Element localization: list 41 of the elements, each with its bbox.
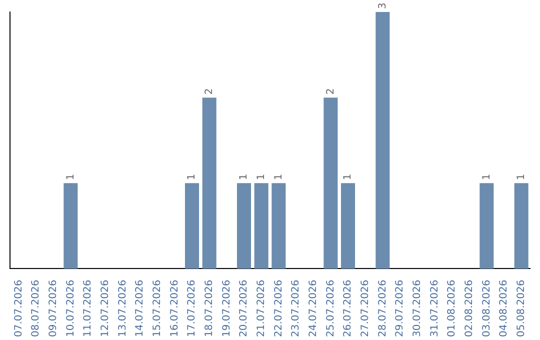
x-tick-label: 20.07.2026: [238, 280, 250, 338]
x-tick-label: 13.07.2026: [117, 280, 128, 338]
x-tick-label: 16.07.2026: [169, 280, 180, 338]
x-tick-label: 22.07.2026: [273, 280, 284, 338]
x-tick-label: 03.08.2026: [481, 280, 492, 338]
data-label: 1: [65, 174, 76, 180]
x-tick-label: 02.08.2026: [464, 280, 475, 338]
data-label: 1: [273, 174, 284, 180]
x-tick-label: 24.07.2026: [308, 280, 319, 338]
x-tick-label: 17.07.2026: [186, 280, 198, 338]
x-tick-label: 15.07.2026: [152, 280, 163, 338]
data-label: 2: [204, 88, 215, 95]
x-tick-label: 26.07.2026: [342, 280, 354, 338]
x-tick-label: 29.07.2026: [394, 280, 406, 338]
x-tick-label: 30.07.2026: [412, 280, 423, 338]
x-tick-label: 28.07.2026: [377, 280, 388, 338]
x-tick-label: 27.07.2026: [360, 280, 371, 338]
x-tick-label: 08.07.2026: [30, 280, 42, 338]
x-tick-label: 31.07.2026: [429, 280, 440, 338]
x-tick-label: 09.07.2026: [48, 280, 59, 338]
x-tick-label: 05.08.2026: [516, 280, 527, 338]
x-tick-label: 11.07.2026: [82, 280, 94, 338]
x-tick-label: 23.07.2026: [290, 280, 302, 338]
x-tick-label: 21.07.2026: [256, 280, 267, 338]
data-label: 1: [481, 174, 492, 180]
data-label: 1: [256, 174, 267, 180]
data-label: 1: [516, 174, 527, 180]
x-tick-label: 18.07.2026: [204, 280, 215, 338]
x-tick-label: 19.07.2026: [221, 280, 232, 338]
data-label: 3: [377, 2, 388, 9]
x-tick-label: 04.08.2026: [498, 280, 510, 338]
x-tick-label: 14.07.2026: [134, 280, 146, 338]
x-tick-label: 25.07.2026: [325, 280, 336, 338]
data-label: 2: [325, 88, 336, 95]
x-tick-label: 07.07.2026: [13, 280, 24, 338]
x-tick-label: 01.08.2026: [446, 280, 458, 338]
x-tick-label: 10.07.2026: [65, 280, 76, 338]
data-label: 1: [238, 174, 250, 180]
data-label: 1: [186, 174, 198, 180]
x-tick-label: 12.07.2026: [100, 280, 111, 338]
data-label: 1: [342, 174, 354, 180]
